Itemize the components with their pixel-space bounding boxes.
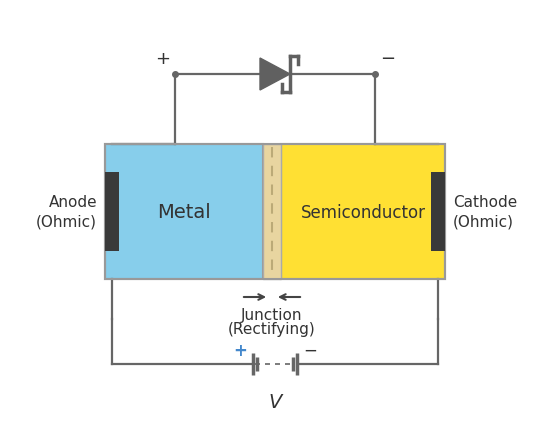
Text: (Ohmic): (Ohmic) bbox=[453, 215, 514, 230]
Text: Metal: Metal bbox=[157, 203, 211, 221]
Bar bbox=[105, 173, 119, 251]
Text: Anode: Anode bbox=[48, 194, 97, 209]
Text: Junction: Junction bbox=[241, 307, 302, 322]
Bar bbox=[105, 144, 445, 280]
Text: Cathode: Cathode bbox=[453, 194, 517, 209]
Text: −: − bbox=[303, 341, 317, 359]
Bar bbox=[263, 144, 281, 280]
Text: −: − bbox=[380, 50, 395, 68]
Text: V: V bbox=[268, 392, 282, 411]
Polygon shape bbox=[260, 59, 290, 91]
Bar bbox=[105, 144, 263, 280]
Text: +: + bbox=[155, 50, 170, 68]
Bar bbox=[431, 173, 445, 251]
Text: +: + bbox=[233, 341, 247, 359]
Text: (Rectifying): (Rectifying) bbox=[228, 321, 316, 336]
Text: (Ohmic): (Ohmic) bbox=[36, 215, 97, 230]
Text: Semiconductor: Semiconductor bbox=[300, 203, 426, 221]
Bar bbox=[281, 144, 445, 280]
